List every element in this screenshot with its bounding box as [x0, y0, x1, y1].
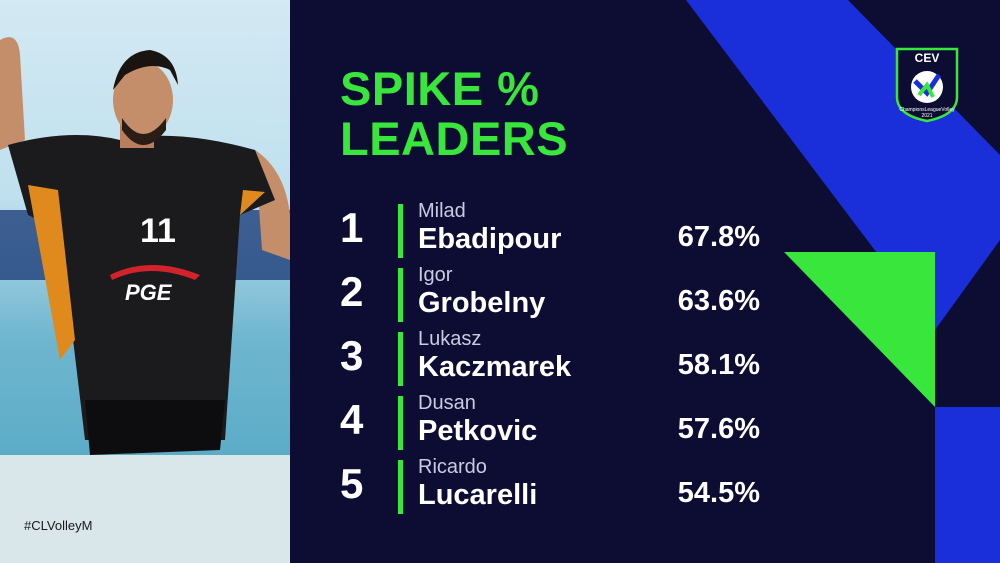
player-last-name: Ebadipour: [418, 223, 562, 255]
cev-logo: CEV ChampionsLeagueVolley 2021: [893, 45, 961, 123]
player-first-name: Milad: [418, 200, 466, 222]
logo-text: CEV: [914, 51, 940, 65]
rank-divider: [398, 204, 403, 258]
leader-row: 4 Dusan Petkovic 57.6%: [340, 392, 760, 452]
rank-number: 1: [340, 204, 364, 251]
title-line-1: SPIKE %: [340, 62, 540, 115]
player-last-name: Kaczmarek: [418, 351, 572, 383]
court-floor: [0, 455, 290, 563]
rank-number: 4: [340, 396, 364, 443]
leader-row: 3 Lukasz Kaczmarek 58.1%: [340, 328, 760, 388]
cev-shield-icon: [895, 47, 959, 123]
leader-row: 5 Ricardo Lucarelli 54.5%: [340, 456, 760, 516]
spike-percentage: 63.6%: [677, 285, 760, 317]
spike-percentage: 54.5%: [677, 477, 760, 509]
leader-row: 2 Igor Grobelny 63.6%: [340, 264, 760, 324]
rank-divider: [398, 460, 403, 514]
leader-row: 1 Milad Ebadipour 67.8%: [340, 200, 760, 260]
rank-number: 2: [340, 268, 364, 315]
player-first-name: Igor: [418, 264, 453, 286]
jersey-number: 11: [140, 212, 176, 250]
spike-percentage: 67.8%: [677, 221, 760, 253]
green-triangle: [784, 252, 935, 407]
player-figure: [0, 37, 290, 455]
spike-percentage: 57.6%: [677, 413, 760, 445]
title-line-2: LEADERS: [340, 112, 569, 165]
rank-divider: [398, 396, 403, 450]
player-first-name: Ricardo: [418, 456, 487, 478]
blue-block: [935, 407, 1000, 563]
player-first-name: Lukasz: [418, 328, 482, 350]
player-last-name: Lucarelli: [418, 479, 538, 511]
page-title: SPIKE % LEADERS: [340, 64, 568, 164]
player-last-name: Grobelny: [418, 287, 546, 319]
rank-divider: [398, 332, 403, 386]
jersey-sponsor: PGE: [125, 280, 172, 305]
player-photo: 11 PGE: [0, 0, 290, 563]
hashtag: #CLVolleyM: [24, 518, 93, 533]
spike-percentage: 58.1%: [677, 349, 760, 381]
rank-number: 5: [340, 460, 364, 507]
player-last-name: Petkovic: [418, 415, 538, 447]
rank-number: 3: [340, 332, 364, 379]
rank-divider: [398, 268, 403, 322]
logo-subtext: ChampionsLeagueVolley 2021: [899, 107, 955, 119]
player-first-name: Dusan: [418, 392, 476, 414]
